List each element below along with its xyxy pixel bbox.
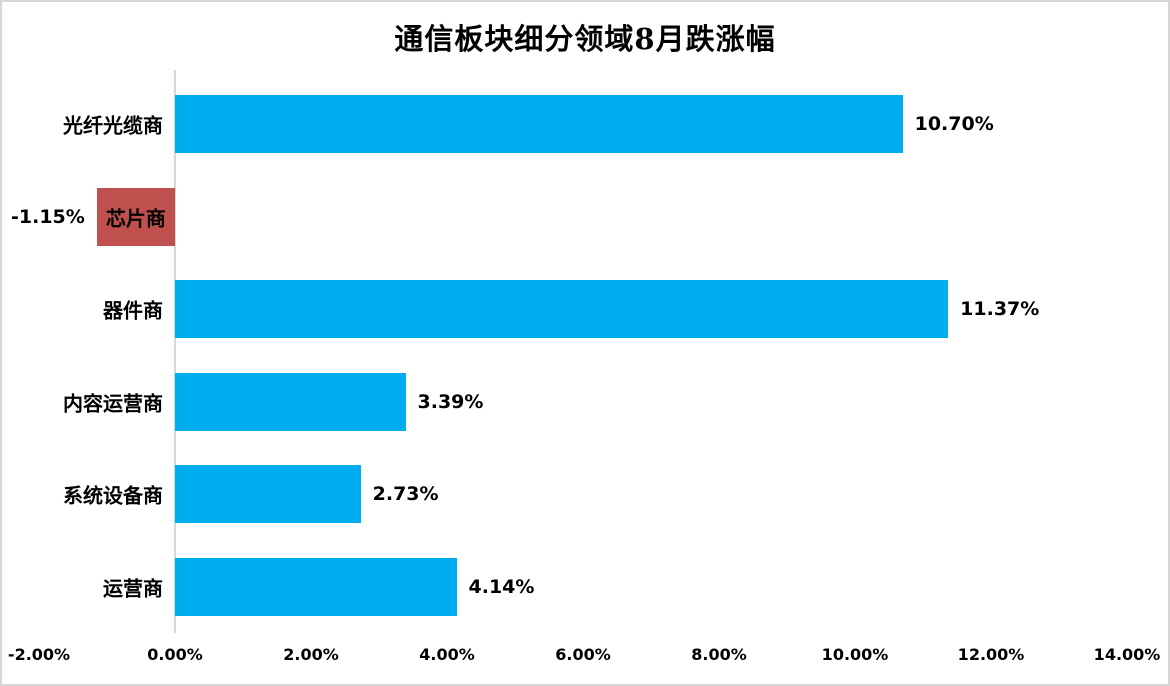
chart-title: 通信板块细分领域8月跌涨幅 xyxy=(394,22,776,56)
x-tick-label: 12.00% xyxy=(957,645,1025,664)
x-tick-label: 2.00% xyxy=(283,645,339,664)
bar xyxy=(175,372,406,431)
category-label: 系统设备商 xyxy=(63,483,163,508)
x-tick-label: 10.00% xyxy=(821,645,889,664)
bar xyxy=(175,280,949,339)
bar xyxy=(175,95,903,154)
bar xyxy=(96,187,175,246)
bar xyxy=(175,557,457,616)
value-label: 11.37% xyxy=(960,298,1040,321)
category-label: 运营商 xyxy=(103,576,163,601)
value-axis-line xyxy=(174,70,176,633)
value-label: 2.73% xyxy=(372,483,439,506)
bar xyxy=(175,465,361,524)
x-tick-label: 14.00% xyxy=(1093,645,1161,664)
x-tick-label: 0.00% xyxy=(147,645,203,664)
x-tick-label: 8.00% xyxy=(691,645,747,664)
category-label: 器件商 xyxy=(103,298,163,323)
x-tick-label: -2.00% xyxy=(7,645,71,664)
value-label: 3.39% xyxy=(417,390,484,413)
x-tick-label: 6.00% xyxy=(555,645,611,664)
value-label: -1.15% xyxy=(11,205,85,228)
category-label: 内容运营商 xyxy=(63,391,163,416)
value-label: 10.70% xyxy=(914,113,994,136)
x-tick-label: 4.00% xyxy=(419,645,475,664)
category-label: 光纤光缆商 xyxy=(63,113,163,138)
category-label: 芯片商 xyxy=(105,206,166,231)
value-label: 4.14% xyxy=(468,575,535,598)
